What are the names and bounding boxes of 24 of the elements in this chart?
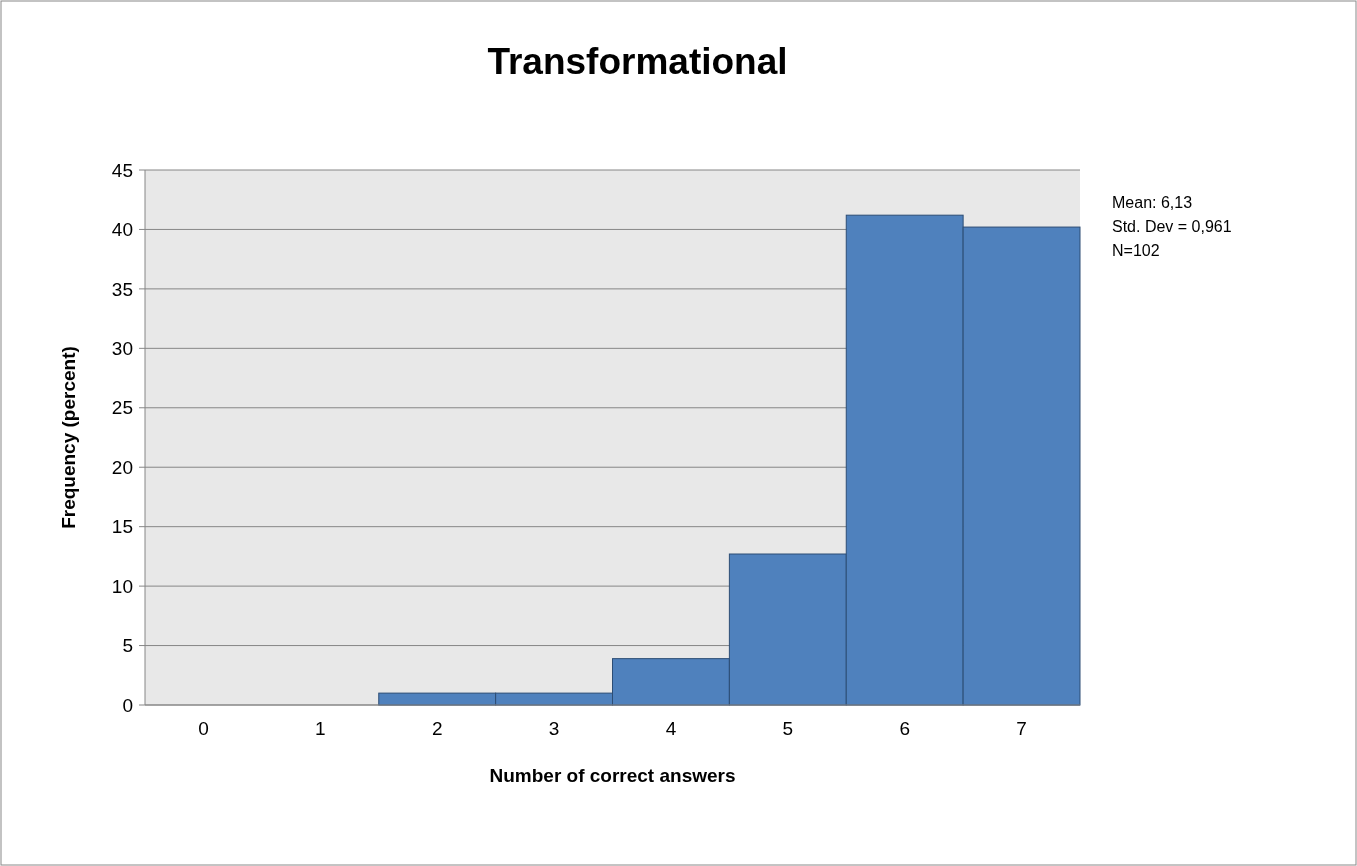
- text: N=102: [1112, 242, 1160, 259]
- y-tick-label: 0: [122, 694, 133, 716]
- y-tick-label: 30: [111, 337, 133, 359]
- chart-title: Transformational: [487, 41, 788, 82]
- y-tick-label: 25: [111, 397, 133, 419]
- y-tick-label: 20: [111, 456, 133, 478]
- x-tick-label: 0: [198, 718, 209, 739]
- y-tick-label: 15: [111, 516, 133, 538]
- x-tick-label: 5: [782, 718, 794, 739]
- x-axis-title: Number of correct answers: [489, 765, 736, 786]
- y-tick-label: 10: [111, 575, 133, 597]
- x-tick-label: 7: [1016, 718, 1027, 739]
- x-tick-label: 1: [315, 718, 326, 739]
- x-tick-label: 4: [665, 718, 677, 739]
- x-tick-label: 3: [548, 718, 560, 739]
- y-tick-label: 40: [111, 219, 133, 241]
- text: Mean: 6,13: [1112, 194, 1193, 211]
- y-tick-label: 35: [111, 278, 133, 300]
- x-tick-label: 6: [899, 718, 910, 739]
- y-tick-label: 45: [111, 159, 133, 181]
- x-tick-label: 2: [431, 718, 443, 739]
- y-tick-label: 5: [122, 635, 133, 657]
- text: Std. Dev = 0,961: [1112, 218, 1232, 235]
- y-axis-title: Frequency (percent): [58, 346, 79, 529]
